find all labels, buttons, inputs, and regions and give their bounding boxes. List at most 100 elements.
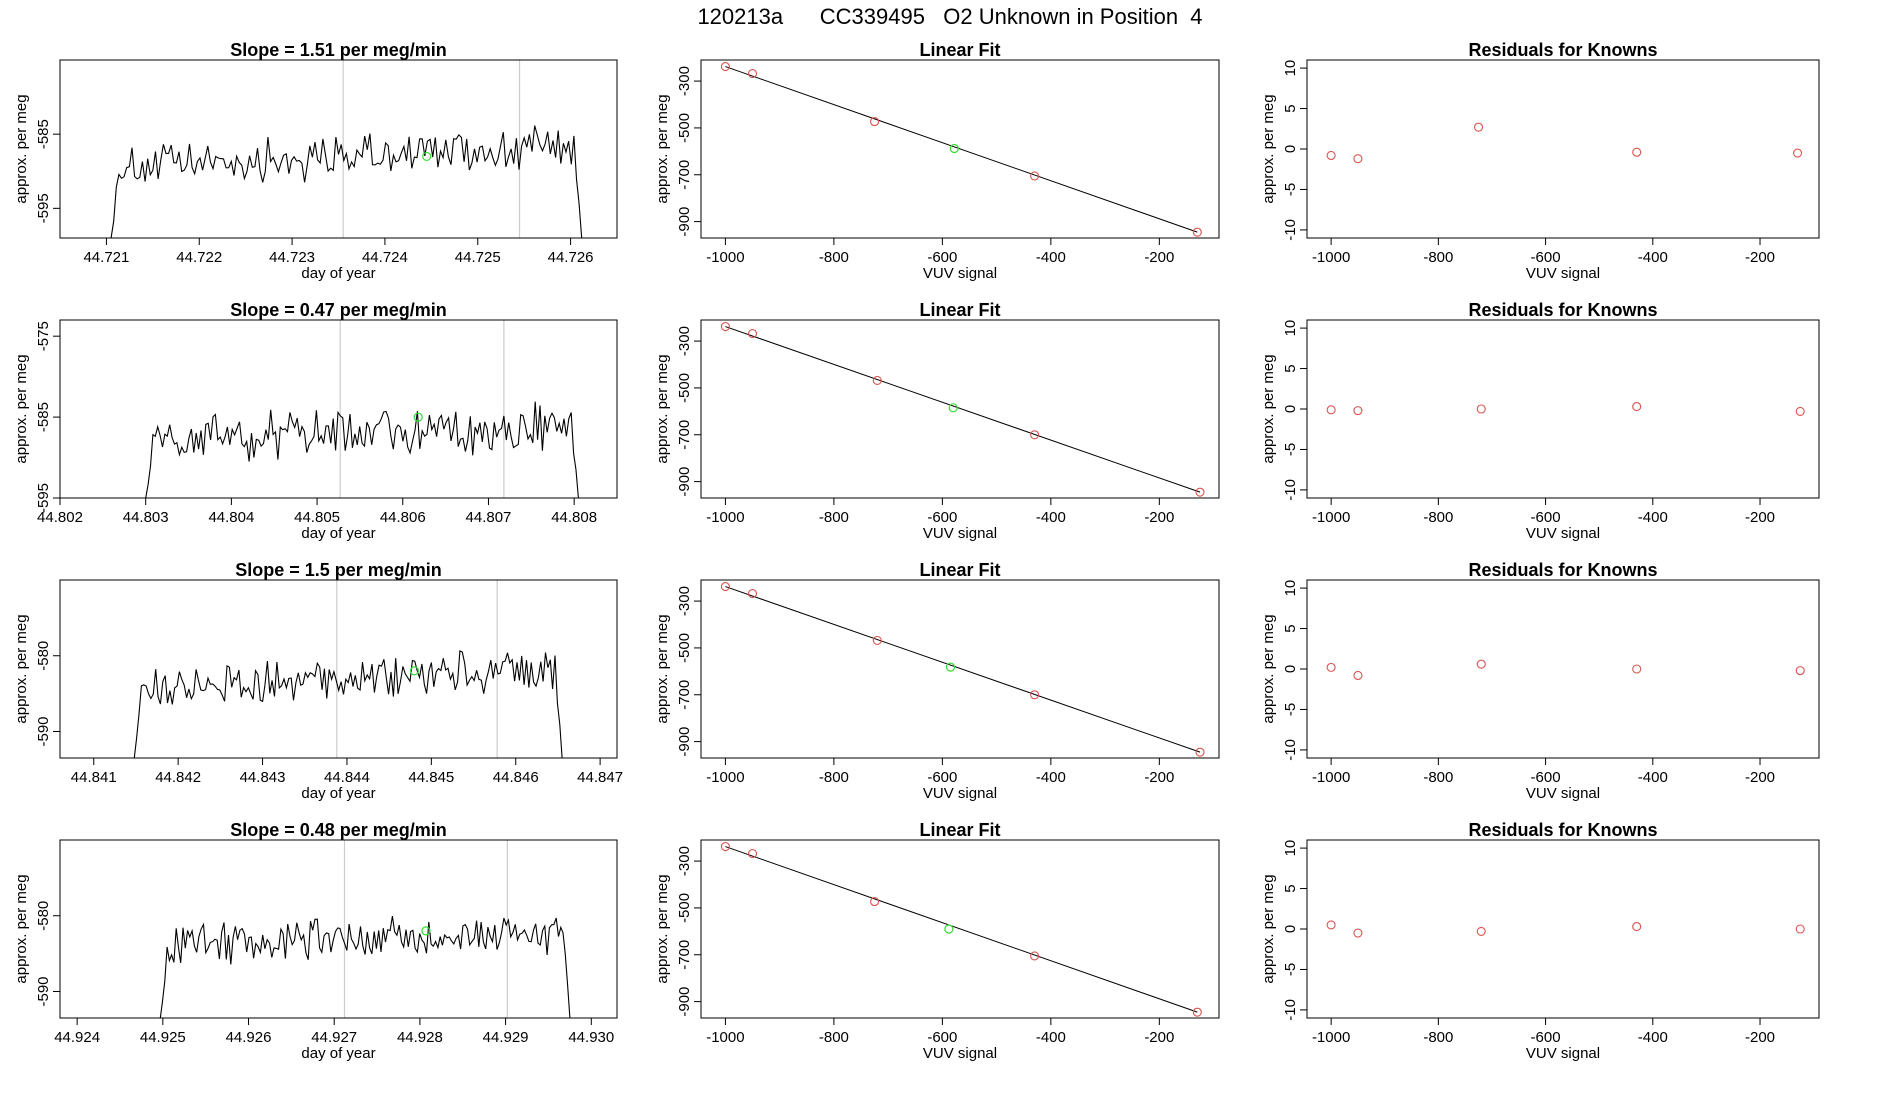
signal-trace	[110, 125, 583, 238]
x-axis-label: day of year	[301, 265, 375, 282]
x-tick-label: -1000	[1312, 509, 1350, 526]
x-tick-label: -400	[1638, 509, 1668, 526]
y-tick-label: 10	[1282, 840, 1299, 857]
y-tick-label: -595	[35, 483, 52, 513]
y-tick-label: -580	[35, 641, 52, 671]
plot-frame	[700, 579, 1220, 759]
known-point	[720, 322, 730, 332]
known-point	[1192, 1007, 1202, 1017]
residual-point	[1353, 154, 1363, 164]
plot-frame	[700, 839, 1220, 1019]
x-tick-label: 44.843	[240, 769, 286, 786]
fit-line	[725, 66, 1198, 233]
x-axis-label: VUV signal	[923, 785, 997, 802]
x-tick-label: -800	[819, 769, 849, 786]
x-tick-label: 44.846	[493, 769, 539, 786]
y-tick-label: -500	[676, 113, 693, 143]
panel-title: Linear Fit	[919, 40, 1000, 60]
residual-point	[1326, 920, 1336, 930]
plot-area	[145, 320, 579, 498]
x-tick-label: -1000	[1312, 1029, 1350, 1046]
panel-2-2: Linear Fit -1000 -800 -600 -400 -200 VUV signa…	[654, 300, 1220, 542]
residual-point	[1476, 659, 1486, 669]
y-tick-label: 10	[1282, 320, 1299, 337]
panel-2-1: Slope = 0.47 per meg/min 44.802 44.803 44.8…	[13, 300, 618, 542]
x-tick-label: -400	[1638, 249, 1668, 266]
unknown-point	[944, 924, 954, 934]
y-tick-label: -700	[676, 680, 693, 710]
plot-area	[110, 60, 583, 238]
x-tick-label: 44.927	[311, 1029, 357, 1046]
y-tick-label: -590	[35, 716, 52, 746]
y-tick-label: 0	[1282, 925, 1299, 933]
x-tick-label: -200	[1144, 509, 1174, 526]
residual-point	[1632, 402, 1642, 412]
x-tick-label: -800	[1423, 1029, 1453, 1046]
plot-area	[1326, 659, 1805, 681]
known-point	[872, 375, 882, 385]
known-point	[747, 849, 758, 859]
x-tick-label: 44.803	[123, 509, 169, 526]
y-tick-label: 5	[1282, 624, 1299, 632]
residual-point	[1632, 664, 1642, 674]
y-tick-label: -700	[676, 160, 693, 190]
x-tick-label: 44.841	[71, 769, 117, 786]
x-tick-label: 44.845	[408, 769, 454, 786]
y-tick-label: -585	[35, 119, 52, 149]
x-tick-label: -200	[1745, 769, 1775, 786]
panel-title: Slope = 0.48 per meg/min	[230, 820, 447, 840]
residual-point	[1353, 406, 1363, 416]
y-axis-label: approx. per meg	[13, 614, 30, 723]
x-tick-label: -600	[927, 249, 957, 266]
x-tick-label: 44.805	[294, 509, 340, 526]
y-axis-label: approx. per meg	[654, 354, 671, 463]
x-tick-label: -400	[1036, 249, 1066, 266]
x-tick-label: -400	[1036, 1029, 1066, 1046]
x-tick-label: -200	[1144, 769, 1174, 786]
x-tick-label: 44.925	[140, 1029, 186, 1046]
panel-1-2: Linear Fit -1000 -800 -600 -400 -200 VUV signa…	[654, 40, 1220, 282]
plot-frame	[59, 839, 618, 1019]
residual-point	[1795, 924, 1805, 934]
y-tick-label: 5	[1282, 884, 1299, 892]
plot-area	[720, 842, 1202, 1017]
x-tick-label: -200	[1144, 1029, 1174, 1046]
y-tick-label: -10	[1282, 219, 1299, 241]
panel-4-2: Linear Fit -1000 -800 -600 -400 -200 VUV signa…	[654, 820, 1220, 1062]
x-tick-label: -600	[1531, 769, 1561, 786]
y-tick-label: -5	[1282, 183, 1299, 196]
y-axis-label: approx. per meg	[13, 354, 30, 463]
residual-point	[1795, 406, 1805, 416]
unknown-point	[949, 143, 959, 154]
plot-frame	[1306, 579, 1820, 759]
y-tick-label: -300	[676, 846, 693, 876]
panel-title: Slope = 0.47 per meg/min	[230, 300, 447, 320]
plot-frame	[59, 579, 618, 759]
y-tick-label: -10	[1282, 999, 1299, 1021]
panel-title: Slope = 1.5 per meg/min	[235, 560, 442, 580]
x-tick-label: -600	[927, 1029, 957, 1046]
x-tick-label: -800	[819, 249, 849, 266]
panel-4-3: Residuals for Knowns -1000 -800 -600 -400 -20…	[1260, 820, 1820, 1062]
panel-4-1: Slope = 0.48 per meg/min 44.924 44.925 44.9…	[13, 820, 618, 1062]
unknown-point	[945, 662, 956, 672]
x-tick-label: 44.723	[269, 249, 315, 266]
x-tick-label: -400	[1036, 769, 1066, 786]
panel-1-1: Slope = 1.51 per meg/min 44.721 44.722 44.7…	[13, 40, 618, 282]
x-tick-label: -800	[1423, 509, 1453, 526]
x-tick-label: 44.808	[551, 509, 597, 526]
plot-area	[720, 582, 1205, 757]
residual-point	[1353, 928, 1363, 938]
panel-2-3: Residuals for Knowns -1000 -800 -600 -400 -20…	[1260, 300, 1820, 542]
signal-trace	[133, 650, 563, 758]
y-axis-label: approx. per meg	[1260, 874, 1277, 983]
x-tick-label: 44.842	[155, 769, 201, 786]
x-tick-label: -200	[1144, 249, 1174, 266]
fit-line	[725, 586, 1201, 753]
y-tick-label: -590	[35, 976, 52, 1006]
panel-title: Slope = 1.51 per meg/min	[230, 40, 447, 60]
known-point	[720, 62, 730, 72]
x-tick-label: 44.844	[324, 769, 370, 786]
